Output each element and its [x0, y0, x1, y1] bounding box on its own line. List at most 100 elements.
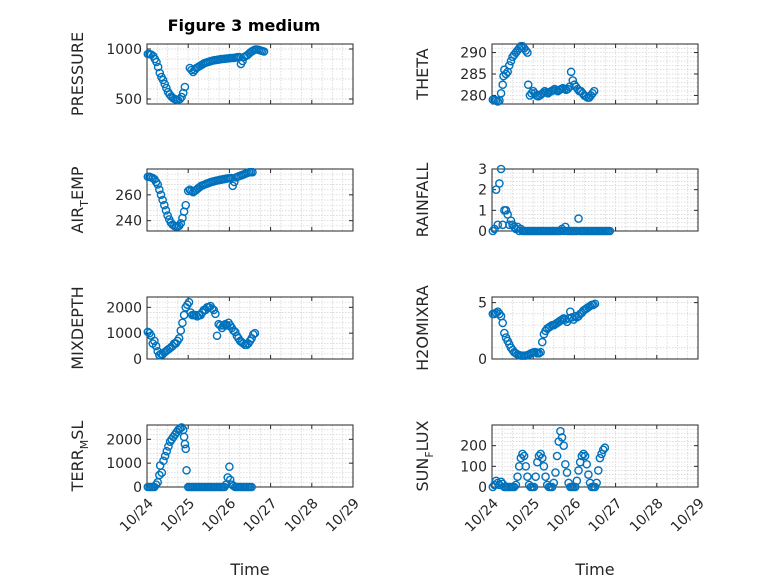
data-point — [162, 83, 171, 93]
data-point — [488, 226, 498, 236]
data-point — [155, 470, 164, 480]
data-points — [143, 167, 257, 231]
data-point — [593, 466, 603, 475]
data-point — [209, 305, 219, 315]
data-point — [259, 47, 269, 56]
data-point — [176, 218, 186, 228]
x-tick-label: 10/25 — [503, 496, 543, 536]
data-point — [496, 164, 506, 174]
data-point — [592, 478, 601, 488]
data-point — [178, 318, 187, 328]
y-axis-label: MIXDEPTH — [68, 286, 87, 369]
data-point — [561, 459, 570, 469]
data-point — [228, 181, 237, 191]
y-tick-label: 2000 — [106, 432, 142, 448]
data-point — [248, 167, 257, 177]
data-point — [505, 220, 514, 230]
y-tick-label: 1 — [478, 203, 487, 219]
y-tick-label: 0 — [478, 224, 487, 240]
subplot-2: 280 285 290 THETA — [413, 41, 699, 106]
y-tick-label: 0 — [133, 352, 142, 368]
data-point — [598, 445, 608, 455]
data-point — [501, 69, 511, 79]
data-points — [488, 299, 600, 360]
data-point — [158, 195, 167, 205]
x-tick-label: 10/26 — [199, 496, 239, 536]
x-tick-label: 10/24 — [462, 496, 502, 536]
data-point — [589, 86, 599, 96]
chart-title: Figure 3 medium — [168, 16, 321, 35]
subplot-5: 0 1000 2000 MIXDEPTH — [68, 286, 354, 370]
data-point — [605, 226, 615, 236]
data-point — [161, 206, 171, 215]
data-point — [584, 470, 593, 479]
y-axis-label: PRESSURE — [68, 32, 87, 116]
data-point — [600, 443, 610, 453]
data-point — [160, 451, 170, 461]
x-tick-label: 10/24 — [117, 496, 157, 536]
subplot-8: 0 100 200 10/24 10/25 10/26 10/27 10/28 10/29 SUN… — [413, 420, 708, 535]
y-tick-label: 100 — [460, 459, 487, 475]
data-point — [519, 451, 529, 461]
x-tick-label: 10/29 — [323, 496, 363, 536]
x-axis-label: Time — [229, 560, 269, 579]
data-point — [551, 468, 560, 477]
y-tick-label: 2 — [478, 183, 487, 199]
data-point — [156, 190, 166, 200]
y-tick-label: 285 — [460, 67, 487, 83]
grid-lines — [491, 297, 699, 360]
data-point — [557, 433, 567, 442]
x-tick-label: 10/26 — [544, 496, 584, 536]
data-point — [158, 75, 168, 85]
data-point — [164, 442, 173, 451]
y-axis-label: H2OMIXRA — [413, 285, 432, 371]
data-point — [523, 472, 532, 481]
data-point — [163, 211, 172, 220]
y-axis-label: RAINFALL — [413, 163, 432, 238]
subplot-3: 240 260 AIRTEMP — [68, 166, 354, 234]
y-tick-label: 0 — [478, 352, 487, 368]
data-points — [488, 41, 599, 106]
x-tick-label: 10/28 — [627, 496, 667, 536]
data-point — [181, 200, 191, 210]
data-point — [157, 468, 167, 477]
data-point — [162, 446, 172, 456]
data-point — [174, 334, 184, 343]
data-points — [143, 297, 260, 360]
data-point — [529, 482, 539, 492]
data-point — [572, 476, 582, 486]
data-point — [570, 311, 580, 321]
data-point — [536, 347, 545, 357]
data-point — [574, 214, 583, 223]
data-point — [250, 328, 260, 338]
subplot-7: 0 1000 2000 10/24 10/25 10/26 10/27 10/28 10/29 T… — [68, 421, 363, 536]
data-point — [181, 444, 191, 454]
data-point — [180, 439, 190, 449]
data-point — [506, 56, 516, 66]
data-point — [513, 472, 522, 481]
data-point — [160, 79, 170, 89]
data-point — [505, 61, 514, 70]
subplot-4: 0 1 2 3 RAINFALL — [413, 162, 699, 240]
y-tick-label: 240 — [115, 214, 142, 230]
data-point — [211, 309, 220, 319]
x-tick-label: 10/27 — [586, 496, 626, 536]
data-point — [155, 350, 164, 360]
data-point — [230, 327, 240, 337]
y-tick-label: 260 — [115, 188, 142, 204]
data-point — [588, 88, 597, 98]
y-tick-label: 3 — [478, 162, 487, 178]
y-axis-label: TERRMSL — [68, 421, 91, 493]
y-tick-label: 1000 — [106, 456, 142, 472]
y-tick-label: 290 — [460, 46, 487, 62]
data-point — [589, 300, 598, 310]
x-tick-label: 10/29 — [668, 496, 708, 536]
data-point — [563, 84, 573, 94]
data-point — [580, 451, 590, 461]
y-tick-label: 200 — [460, 439, 487, 455]
y-axis-label: AIRTEMP — [68, 166, 91, 233]
x-axis-label: Time — [574, 560, 614, 579]
data-points — [143, 423, 256, 492]
data-point — [160, 200, 169, 210]
